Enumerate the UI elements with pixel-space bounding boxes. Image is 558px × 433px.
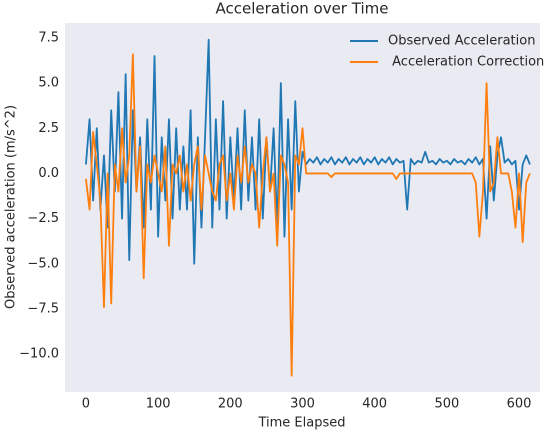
plot-area (65, 23, 540, 392)
x-tick-label: 300 (290, 397, 315, 412)
chart-title: Acceleration over Time (216, 0, 389, 18)
legend-label: Observed Acceleration (388, 34, 535, 49)
line-series (85, 53, 531, 377)
x-tick-label: 500 (434, 397, 459, 412)
legend-label: Acceleration Correction (388, 55, 544, 70)
y-tick-label: 2.5 (38, 121, 59, 136)
y-tick-label: −10.0 (19, 347, 59, 362)
x-tick-label: 600 (507, 397, 532, 412)
y-tick-label: −5.0 (27, 256, 59, 271)
x-axis-label: Time Elapsed (257, 416, 345, 431)
y-axis-label: Observed acceleration (m/s^2) (4, 105, 19, 309)
x-tick-label: 400 (362, 397, 387, 412)
y-tick-label: −2.5 (27, 211, 59, 226)
y-tick-label: 7.5 (38, 30, 59, 45)
x-tick-label: 100 (146, 397, 171, 412)
y-tick-label: −7.5 (27, 301, 59, 316)
y-tick-label: 0.0 (38, 166, 59, 181)
y-tick-label: 5.0 (38, 76, 59, 91)
x-tick-label: 0 (82, 397, 90, 412)
x-tick-label: 200 (218, 397, 243, 412)
